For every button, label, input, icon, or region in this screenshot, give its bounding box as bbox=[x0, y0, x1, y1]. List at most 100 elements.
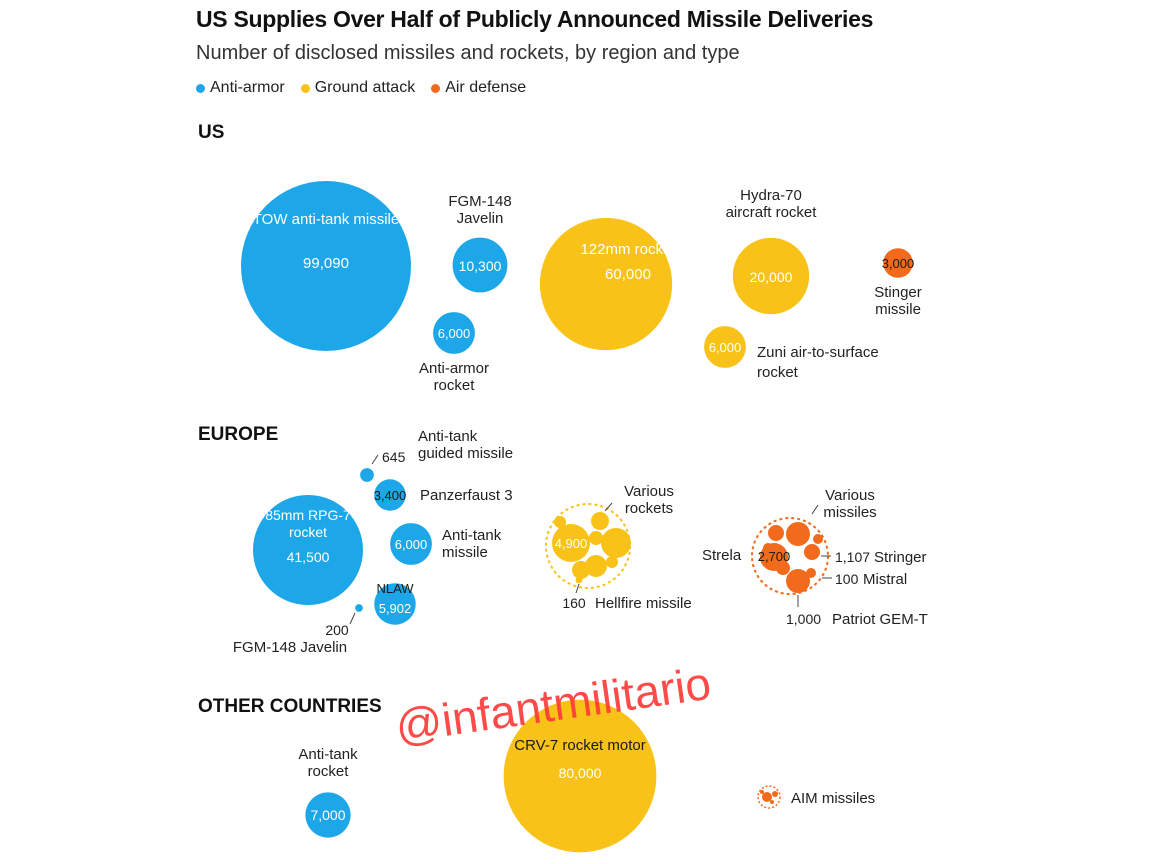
various-missiles-component-bubble bbox=[768, 525, 784, 541]
aim-missiles-component-bubble bbox=[770, 800, 774, 804]
bubble-label: TOW anti-tank missile bbox=[253, 211, 399, 228]
legend-item-ground-attack: Ground attack bbox=[300, 79, 416, 97]
anti-armor-dot-icon bbox=[196, 83, 205, 93]
leader-line bbox=[811, 504, 819, 515]
bubble-label: Stinger missile bbox=[874, 284, 922, 318]
strela-bubble bbox=[760, 543, 788, 571]
various-missiles-component-bubble bbox=[806, 568, 816, 578]
value-label: 60,000 bbox=[605, 266, 651, 283]
chart-subtitle: Number of disclosed missiles and rockets… bbox=[196, 42, 740, 64]
value-label: 99,090 bbox=[303, 255, 349, 272]
chart-title: US Supplies Over Half of Publicly Announ… bbox=[196, 6, 874, 32]
bubble-label: Various missiles bbox=[823, 487, 876, 521]
fgm-148-javelin-bubble bbox=[452, 237, 508, 293]
bubble-label: Various rockets bbox=[624, 483, 674, 517]
various-missiles-component-bubble bbox=[786, 569, 810, 593]
ground-attack-dot-icon bbox=[300, 83, 310, 93]
various-rockets-component-bubble bbox=[585, 555, 607, 577]
air-defense-dot-icon bbox=[431, 83, 441, 93]
value-label: 5,902 bbox=[379, 601, 412, 616]
aim-missiles-component-bubble bbox=[762, 792, 772, 802]
legend-label: Ground attack bbox=[314, 79, 416, 96]
tow-anti-tank-missile-bubble bbox=[241, 181, 411, 351]
section-other-heading: OTHER COUNTRIES bbox=[198, 696, 382, 717]
various-missiles-component-bubble bbox=[786, 522, 810, 546]
aim-missiles-component-bubble bbox=[760, 790, 764, 794]
anti-tank-guided-missile-bubble bbox=[360, 468, 374, 482]
legend-label: Air defense bbox=[445, 79, 527, 96]
leader-line bbox=[371, 454, 379, 465]
bubble-label: Anti-armor rocket bbox=[419, 360, 489, 394]
bubble-label: Mistral bbox=[863, 571, 907, 588]
bubble-label: Stringer bbox=[874, 549, 927, 566]
anti-tank-missile-bubble bbox=[390, 523, 432, 565]
bubble-label: Anti-tank rocket bbox=[298, 746, 358, 780]
section-us-heading: US bbox=[198, 122, 225, 143]
anti-armor-rocket-bubble bbox=[433, 312, 475, 354]
leader-line bbox=[575, 583, 580, 594]
value-label: 7,000 bbox=[310, 807, 345, 823]
85mm-rpg-7-rocket-bubble bbox=[252, 494, 364, 606]
stinger-missile-bubble bbox=[883, 248, 913, 278]
anti-tank-rocket-bubble bbox=[305, 792, 351, 838]
leader-line bbox=[604, 502, 613, 512]
section-europe-heading: EUROPE bbox=[198, 424, 279, 445]
fgm-148-javelin-bubble bbox=[355, 604, 363, 612]
value-label: 160 bbox=[562, 595, 586, 611]
122mm-rocket-bubble bbox=[539, 217, 673, 351]
bubble-label: Anti-tank guided missile bbox=[418, 428, 513, 462]
value-label: 3,000 bbox=[882, 256, 915, 271]
value-label: 1,000 bbox=[786, 611, 821, 627]
various-rockets-component-bubble bbox=[601, 528, 631, 558]
various-rockets-component-bubble bbox=[552, 524, 590, 562]
value-label: 6,000 bbox=[395, 537, 428, 552]
bubble-label: Patriot GEM-T bbox=[832, 611, 928, 628]
legend-label: Anti-armor bbox=[210, 79, 285, 96]
value-label: 20,000 bbox=[750, 269, 793, 285]
leader-line bbox=[349, 612, 356, 625]
value-label: 100 bbox=[835, 571, 859, 587]
aim-missiles-cluster-outline bbox=[757, 785, 781, 809]
aim-missiles-component-bubble bbox=[772, 791, 778, 797]
crv-7-rocket-motor-bubble bbox=[503, 699, 657, 853]
value-label: 3,400 bbox=[374, 488, 407, 503]
value-label: 6,000 bbox=[709, 340, 742, 355]
value-label: 200 bbox=[325, 622, 349, 638]
value-label: 2,700 bbox=[758, 549, 791, 564]
various-rockets-component-bubble bbox=[554, 516, 566, 528]
bubble-label: 122mm rocket bbox=[580, 241, 676, 258]
bubble-label: 85mm RPG-7 rocket bbox=[265, 507, 351, 540]
hydra-70-aircraft-rocket-bubble bbox=[732, 237, 810, 315]
value-label: 10,300 bbox=[459, 258, 502, 274]
value-label: 1,107 bbox=[835, 549, 870, 565]
bubble-label: Anti-tank missile bbox=[442, 527, 502, 561]
legend-item-anti-armor: Anti-armor bbox=[196, 79, 285, 97]
nlaw-bubble bbox=[374, 583, 416, 625]
legend: Anti-armor Ground attack Air defense bbox=[196, 79, 526, 97]
bubble-label: AIM missiles bbox=[791, 790, 875, 807]
bubble-label: FGM-148 Javelin bbox=[233, 639, 347, 656]
bubble-label: Panzerfaust 3 bbox=[420, 487, 513, 504]
bubble-label: CRV-7 rocket motor bbox=[514, 737, 645, 754]
bubble-label: Hellfire missile bbox=[595, 595, 692, 612]
hellfire-missile-bubble bbox=[575, 576, 583, 584]
bubble-label: Hydra-70 aircraft rocket bbox=[726, 187, 818, 221]
various-missiles-component-bubble bbox=[813, 534, 823, 544]
legend-item-air-defense: Air defense bbox=[431, 79, 526, 97]
various-missiles-component-bubble bbox=[804, 544, 820, 560]
bubble-label: Strela bbox=[702, 547, 742, 564]
value-label: 6,000 bbox=[438, 326, 471, 341]
bubble-label: Zuni air-to-surface rocket bbox=[757, 344, 879, 381]
bubble-label: FGM-148 Javelin bbox=[448, 193, 511, 227]
various-rockets-component-bubble bbox=[591, 512, 609, 530]
value-label: 80,000 bbox=[559, 765, 602, 781]
various-rockets-component-bubble bbox=[572, 561, 590, 579]
value-label: 645 bbox=[382, 449, 406, 465]
various-rockets-component-bubble bbox=[606, 556, 618, 568]
panzerfaust-3-bubble bbox=[374, 479, 406, 511]
various-rockets-component-bubble bbox=[589, 531, 603, 545]
value-label: 4,900 bbox=[555, 536, 588, 551]
value-label: 41,500 bbox=[287, 549, 330, 565]
bubble-label: NLAW bbox=[376, 581, 414, 596]
